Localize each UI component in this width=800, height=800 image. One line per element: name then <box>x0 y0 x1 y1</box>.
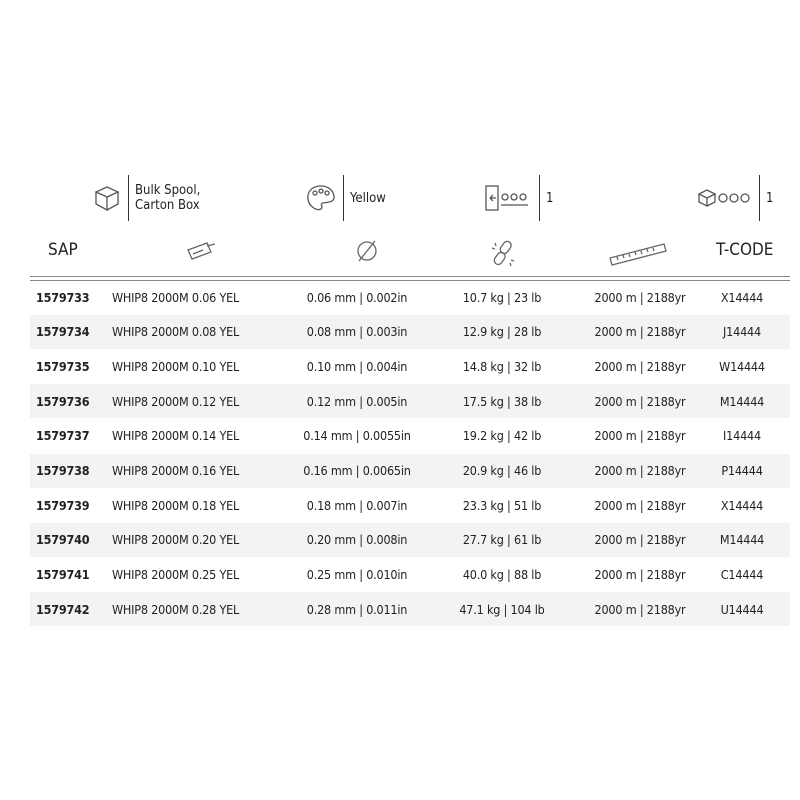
cell-strength: 12.9 kg | 28 lb <box>462 324 542 340</box>
cell-name: WHIP8 2000M 0.20 YEL <box>112 532 240 548</box>
cell-strength: 17.5 kg | 38 lb <box>462 393 542 409</box>
cell-name: WHIP8 2000M 0.28 YEL <box>112 601 240 617</box>
cell-diameter: 0.10 mm | 0.004in <box>306 358 408 374</box>
dispenser-count: 1 <box>546 190 554 206</box>
cell-strength: 19.2 kg | 42 lb <box>462 428 542 444</box>
cell-length: 2000 m | 2188yr <box>594 393 686 409</box>
cell-name: WHIP8 2000M 0.12 YEL <box>112 393 240 409</box>
cell-length: 2000 m | 2188yr <box>594 532 686 548</box>
cell-length: 2000 m | 2188yr <box>594 463 686 478</box>
table-row: 1579735 WHIP8 2000M 0.10 YEL 0.10 mm | 0.0… <box>30 349 790 383</box>
cell-length: 2000 m | 2188yr <box>594 289 686 305</box>
cell-name: WHIP8 2000M 0.16 YEL <box>112 463 240 478</box>
cell-tcode: X14444 <box>720 497 764 513</box>
cell-tcode: P14444 <box>721 463 763 478</box>
cell-diameter: 0.12 mm | 0.005in <box>306 393 408 409</box>
palette-icon <box>307 185 335 211</box>
cell-strength: 23.3 kg | 51 lb <box>462 497 542 513</box>
cell-sap: 1579736 <box>36 393 90 409</box>
cell-sap: 1579741 <box>36 567 90 583</box>
cell-tcode: C14444 <box>720 567 764 583</box>
cell-name: WHIP8 2000M 0.10 YEL <box>112 358 240 374</box>
cell-tcode: M14444 <box>719 393 765 409</box>
table-row: 1579742 WHIP8 2000M 0.28 YEL 0.28 mm | 0.0… <box>30 592 790 627</box>
cell-tcode: U14444 <box>720 601 764 617</box>
cell-name: WHIP8 2000M 0.18 YEL <box>112 497 240 513</box>
cell-diameter: 0.18 mm | 0.007in <box>306 497 408 513</box>
spec-box: 1 <box>697 175 773 221</box>
cell-name: WHIP8 2000M 0.06 YEL <box>112 289 240 305</box>
cell-name: WHIP8 2000M 0.08 YEL <box>112 324 240 340</box>
cell-sap: 1579739 <box>36 497 90 513</box>
cell-length: 2000 m | 2188yr <box>594 428 686 444</box>
cell-sap: 1579740 <box>36 532 90 548</box>
cell-strength: 27.7 kg | 61 lb <box>462 532 542 548</box>
cell-diameter: 0.16 mm | 0.0065in <box>303 463 411 478</box>
spec-color: Yellow <box>305 175 386 221</box>
spec-packaging: Bulk Spool, Carton Box <box>92 175 200 221</box>
cell-tcode: J14444 <box>723 324 761 340</box>
column-header-tcode: T-CODE <box>716 240 774 260</box>
cell-diameter: 0.14 mm | 0.0055in <box>303 428 411 444</box>
cell-strength: 10.7 kg | 23 lb <box>462 289 542 305</box>
cell-sap: 1579733 <box>36 289 90 305</box>
cell-tcode: M14444 <box>719 532 765 548</box>
cell-length: 2000 m | 2188yr <box>594 324 686 340</box>
header-divider <box>30 276 790 281</box>
cell-sap: 1579738 <box>36 463 90 478</box>
color-value: Yellow <box>350 190 386 206</box>
table-row: 1579736 WHIP8 2000M 0.12 YEL 0.12 mm | 0.0… <box>30 384 790 419</box>
cell-diameter: 0.25 mm | 0.010in <box>306 567 408 583</box>
box-spools-icon <box>697 189 750 208</box>
cell-length: 2000 m | 2188yr <box>594 358 686 374</box>
cell-diameter: 0.28 mm | 0.011in <box>306 601 408 617</box>
cell-diameter: 0.20 mm | 0.008in <box>306 532 408 548</box>
cell-length: 2000 m | 2188yr <box>594 601 686 617</box>
table-row: 1579741 WHIP8 2000M 0.25 YEL 0.25 mm | 0.0… <box>30 558 790 592</box>
cell-sap: 1579737 <box>36 428 90 444</box>
box-icon <box>94 186 120 212</box>
cell-tcode: I14444 <box>723 428 761 444</box>
cell-tcode: X14444 <box>720 289 764 305</box>
cell-strength: 20.9 kg | 46 lb <box>462 463 542 478</box>
cell-strength: 47.1 kg | 104 lb <box>459 601 545 617</box>
table-row: 1579738 WHIP8 2000M 0.16 YEL 0.16 mm | 0.0… <box>30 453 790 488</box>
cell-sap: 1579735 <box>36 358 90 374</box>
cell-length: 2000 m | 2188yr <box>594 567 686 583</box>
ruler-icon <box>608 238 668 272</box>
table-row: 1579740 WHIP8 2000M 0.20 YEL 0.20 mm | 0.0… <box>30 522 790 557</box>
table-row: 1579737 WHIP8 2000M 0.14 YEL 0.14 mm | 0.0… <box>30 419 790 453</box>
packaging-line-2: Carton Box <box>135 198 200 213</box>
table-row: 1579733 WHIP8 2000M 0.06 YEL 0.06 mm | 0.0… <box>30 280 790 314</box>
broken-chain-icon <box>488 238 518 272</box>
cell-name: WHIP8 2000M 0.25 YEL <box>112 567 240 583</box>
cell-strength: 14.8 kg | 32 lb <box>462 358 542 374</box>
dispenser-spools-icon <box>485 185 528 211</box>
spec-dispenser: 1 <box>483 175 553 221</box>
box-count: 1 <box>766 190 774 206</box>
cell-name: WHIP8 2000M 0.14 YEL <box>112 428 240 444</box>
cell-sap: 1579734 <box>36 324 90 340</box>
diameter-icon <box>354 238 380 268</box>
table-row: 1579739 WHIP8 2000M 0.18 YEL 0.18 mm | 0.0… <box>30 488 790 522</box>
packaging-line-1: Bulk Spool, <box>135 183 201 198</box>
cell-tcode: W14444 <box>719 358 765 374</box>
cell-strength: 40.0 kg | 88 lb <box>462 567 542 583</box>
cell-diameter: 0.08 mm | 0.003in <box>306 324 408 340</box>
cell-sap: 1579742 <box>36 601 90 617</box>
cell-diameter: 0.06 mm | 0.002in <box>306 289 408 305</box>
cell-length: 2000 m | 2188yr <box>594 497 686 513</box>
table-row: 1579734 WHIP8 2000M 0.08 YEL 0.08 mm | 0.0… <box>30 314 790 349</box>
column-header-sap: SAP <box>48 240 78 260</box>
tag-icon <box>185 238 219 268</box>
